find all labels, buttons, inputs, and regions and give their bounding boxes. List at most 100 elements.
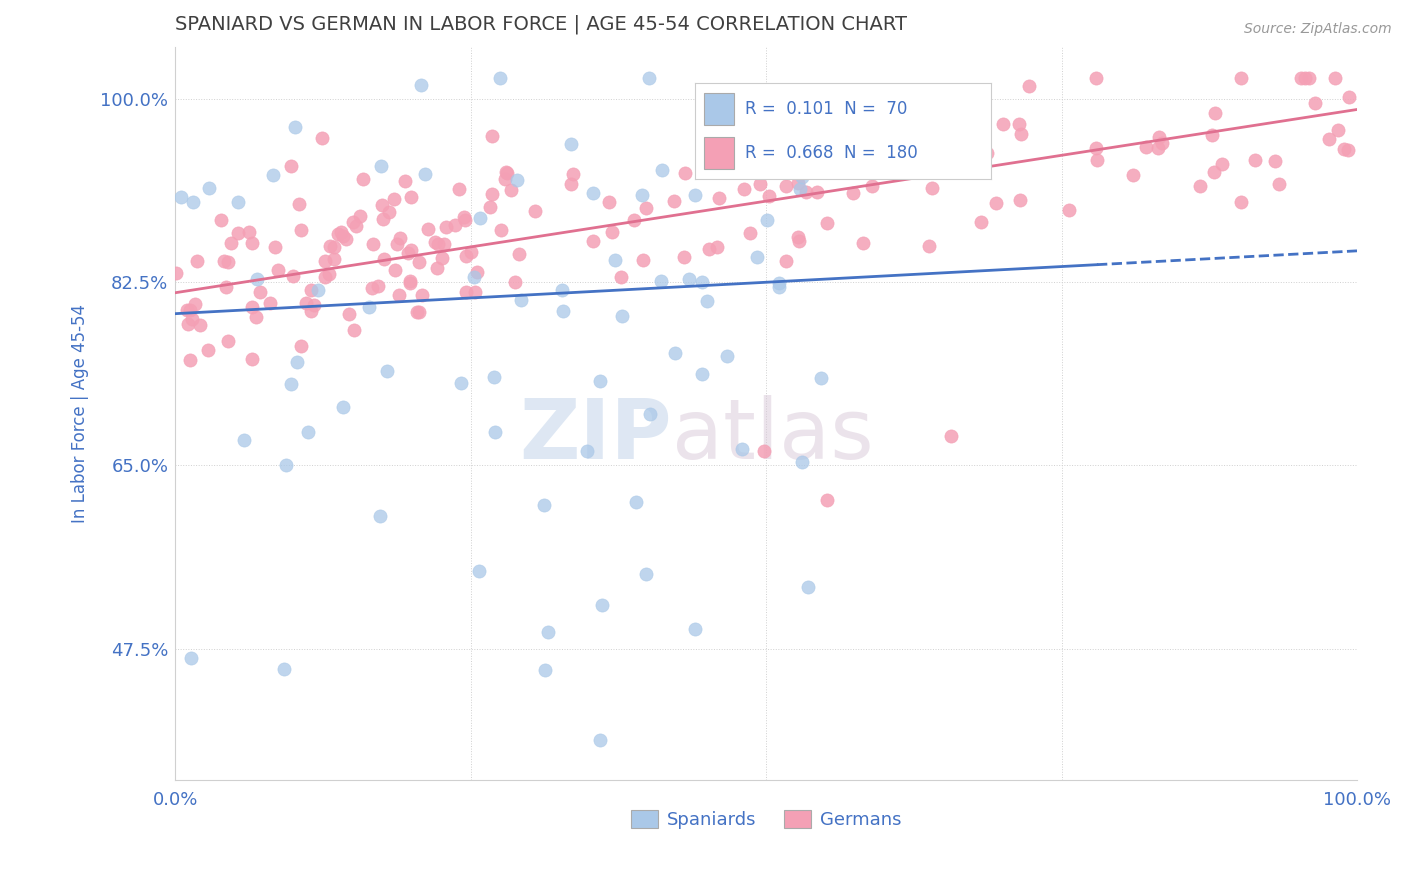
Point bbox=[399, 274, 422, 288]
Point bbox=[290, 223, 312, 237]
Point bbox=[509, 293, 531, 307]
Point bbox=[678, 272, 700, 286]
Point bbox=[299, 283, 322, 297]
Point bbox=[623, 213, 645, 227]
Point bbox=[323, 239, 346, 253]
Point bbox=[481, 129, 503, 144]
Point bbox=[453, 211, 475, 225]
Point bbox=[690, 368, 713, 382]
Point bbox=[378, 205, 401, 219]
Point bbox=[706, 240, 728, 254]
Point bbox=[249, 285, 271, 300]
Point bbox=[768, 279, 790, 293]
Point bbox=[370, 509, 392, 524]
Point bbox=[489, 71, 512, 86]
Point bbox=[789, 182, 811, 196]
Point bbox=[479, 200, 502, 214]
Point bbox=[489, 222, 512, 236]
Point bbox=[180, 650, 202, 665]
Point bbox=[214, 253, 236, 268]
Point bbox=[180, 311, 202, 326]
Point bbox=[672, 250, 695, 264]
Point bbox=[401, 190, 423, 204]
Point bbox=[683, 188, 706, 202]
Point bbox=[217, 255, 239, 269]
Point bbox=[731, 442, 754, 457]
Point bbox=[636, 201, 658, 215]
Point bbox=[810, 371, 832, 385]
Point bbox=[939, 429, 962, 443]
Point bbox=[768, 276, 790, 290]
Point bbox=[1243, 153, 1265, 167]
Point bbox=[295, 296, 318, 310]
Point bbox=[551, 304, 574, 318]
Point bbox=[1188, 179, 1211, 194]
Point bbox=[170, 190, 193, 204]
Point bbox=[319, 238, 342, 252]
Point bbox=[1229, 195, 1251, 210]
Point bbox=[307, 283, 329, 297]
Point bbox=[433, 236, 456, 251]
Point bbox=[219, 235, 242, 250]
Point bbox=[1122, 169, 1144, 183]
Point bbox=[1135, 140, 1157, 154]
Point bbox=[454, 212, 477, 227]
Point bbox=[1008, 193, 1031, 207]
Text: ZIP: ZIP bbox=[519, 394, 672, 475]
Point bbox=[190, 318, 212, 332]
Point bbox=[323, 252, 346, 267]
Point bbox=[1326, 123, 1348, 137]
Point bbox=[371, 211, 394, 226]
Point bbox=[972, 137, 994, 152]
Text: Source: ZipAtlas.com: Source: ZipAtlas.com bbox=[1244, 22, 1392, 37]
Point bbox=[496, 166, 519, 180]
Point bbox=[598, 194, 620, 209]
Point bbox=[385, 236, 408, 251]
Point bbox=[1204, 164, 1226, 178]
Point bbox=[359, 300, 381, 314]
Point bbox=[786, 230, 808, 244]
Text: SPANIARD VS GERMAN IN LABOR FORCE | AGE 45-54 CORRELATION CHART: SPANIARD VS GERMAN IN LABOR FORCE | AGE … bbox=[176, 15, 907, 35]
Point bbox=[184, 296, 207, 310]
Point bbox=[806, 185, 828, 199]
Point bbox=[240, 300, 263, 314]
Point bbox=[211, 213, 233, 227]
Point bbox=[605, 252, 627, 267]
Point bbox=[651, 163, 673, 178]
Point bbox=[1323, 71, 1346, 86]
Point bbox=[481, 187, 503, 202]
Point bbox=[297, 425, 319, 439]
Point bbox=[685, 622, 707, 636]
Point bbox=[612, 310, 634, 324]
Point bbox=[360, 281, 382, 295]
Point bbox=[401, 243, 423, 257]
Point bbox=[430, 251, 453, 265]
Point bbox=[830, 119, 852, 133]
Point bbox=[1150, 136, 1173, 150]
Point bbox=[413, 167, 436, 181]
Point bbox=[349, 210, 371, 224]
Point bbox=[589, 732, 612, 747]
Point bbox=[501, 183, 523, 197]
Point bbox=[384, 262, 406, 277]
Point bbox=[775, 253, 797, 268]
Point bbox=[280, 377, 302, 392]
Point bbox=[337, 307, 360, 321]
Point bbox=[468, 564, 491, 578]
Point bbox=[716, 349, 738, 363]
Point bbox=[1298, 71, 1320, 86]
Point bbox=[794, 185, 817, 199]
Point bbox=[1211, 157, 1233, 171]
Point bbox=[1084, 141, 1107, 155]
Point bbox=[264, 240, 287, 254]
Point bbox=[314, 254, 336, 268]
Y-axis label: In Labor Force | Age 45-54: In Labor Force | Age 45-54 bbox=[72, 303, 89, 523]
Point bbox=[733, 182, 755, 196]
Point bbox=[382, 192, 405, 206]
Point bbox=[855, 136, 877, 151]
Point bbox=[797, 580, 820, 594]
Point bbox=[662, 194, 685, 208]
Point bbox=[976, 146, 998, 161]
Point bbox=[344, 219, 367, 234]
Point bbox=[198, 180, 221, 194]
